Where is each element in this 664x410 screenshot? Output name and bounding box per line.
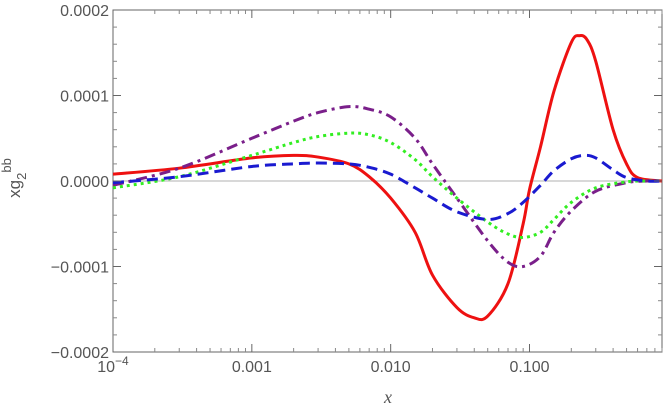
series-blue-dashed [112,153,663,221]
y-tick-label-2: 0.0000 [60,174,109,191]
series-green-dotted [112,131,663,239]
x-tick-label-3: 0.100 [509,359,549,376]
x-tick-label-1: 0.001 [232,359,272,376]
series-red-solid [112,34,663,322]
svg-text:xg2bb: xg2bb [0,158,29,198]
y-axis-label-base: xg [5,180,24,198]
x-axis-label: x [383,387,392,407]
y-tick-label-0: 0.0002 [60,3,109,20]
series-purple-dashdot [112,104,663,269]
y-axis-label: xg2bb [0,158,29,198]
y-tick-label-1: 0.0001 [60,89,109,106]
y-tick-label-4: −0.0002 [51,345,109,362]
x-tick-label-2: 0.010 [371,359,411,376]
y-axis-label-subscript: 2 [14,173,29,180]
x-tick-label-0: 10−4 [97,354,129,376]
y-axis-label-superscript: bb [0,158,14,172]
y-tick-label-3: −0.0001 [51,260,109,277]
